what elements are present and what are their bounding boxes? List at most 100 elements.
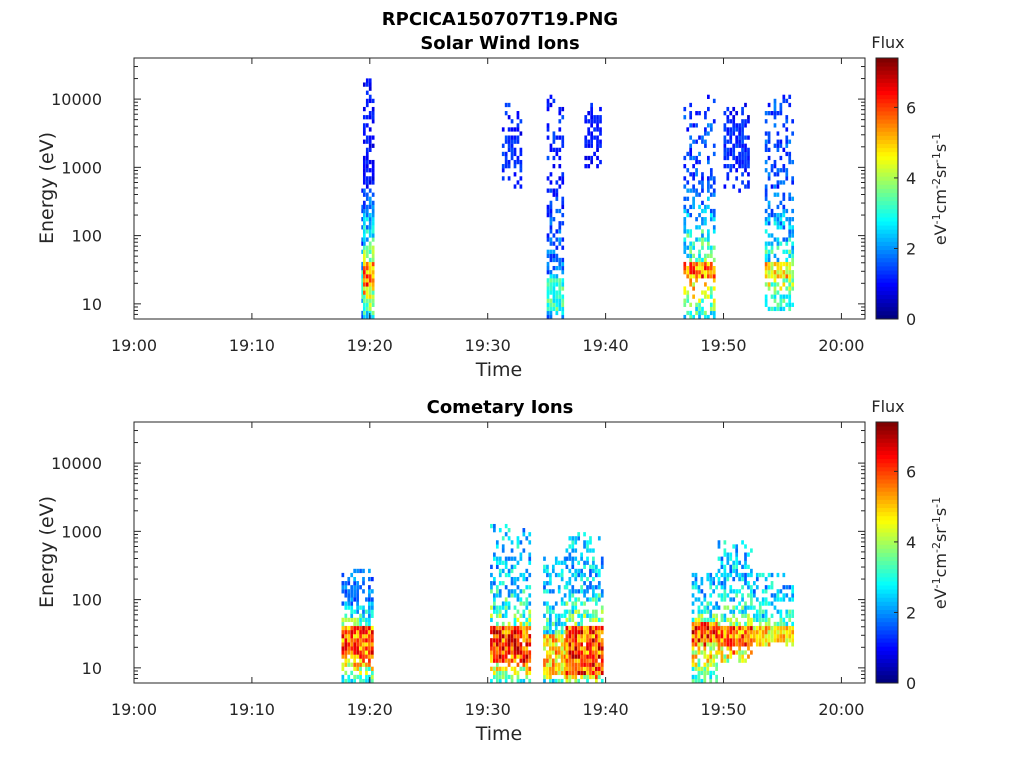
heat-cell	[595, 597, 598, 602]
heat-cell	[698, 159, 701, 165]
heat-cell	[361, 310, 365, 316]
heat-cell	[738, 638, 741, 643]
heat-cell	[365, 155, 369, 161]
heat-cell	[368, 143, 372, 148]
heat-cell	[528, 613, 532, 618]
heat-cell	[552, 192, 556, 197]
heat-cell	[695, 188, 698, 193]
heat-cell	[501, 164, 505, 169]
heat-cell	[683, 204, 687, 210]
heat-cell	[741, 564, 744, 570]
heat-cell	[371, 274, 375, 279]
heat-cell	[595, 564, 598, 570]
heat-cell	[365, 270, 369, 275]
heat-cell	[706, 629, 710, 635]
heat-cell	[712, 270, 716, 275]
heat-cell	[554, 556, 558, 561]
heat-cell	[723, 629, 727, 635]
heat-cell	[586, 548, 589, 553]
heat-cell	[697, 629, 701, 635]
heat-cell	[773, 164, 777, 169]
heat-cell	[788, 237, 792, 242]
heat-cell	[361, 270, 365, 275]
heat-cell	[729, 168, 733, 173]
heat-cell	[490, 625, 493, 631]
heat-cell	[504, 613, 508, 618]
heat-cell	[750, 548, 753, 553]
heat-cell	[546, 581, 549, 586]
heat-cell	[528, 638, 532, 643]
heat-cell	[571, 589, 575, 594]
heat-cell	[773, 217, 777, 222]
heat-cell	[773, 634, 777, 639]
heat-cell	[543, 613, 546, 618]
heat-cell	[583, 670, 586, 676]
heat-cell	[516, 155, 520, 161]
heat-cell	[764, 265, 768, 271]
heat-cell	[767, 200, 771, 206]
heat-cell	[507, 642, 511, 647]
heat-cell	[709, 253, 713, 259]
heat-cell	[776, 192, 780, 197]
heat-cell	[546, 621, 549, 627]
heat-cell	[592, 638, 595, 643]
heat-cell	[704, 270, 707, 275]
heat-cell	[528, 617, 532, 623]
heat-cell	[498, 654, 502, 659]
heat-cell	[504, 135, 508, 140]
heat-cell	[732, 638, 736, 643]
heat-cell	[773, 192, 777, 197]
heat-cell	[583, 650, 586, 655]
heat-cell	[525, 536, 529, 541]
heat-cell	[371, 229, 375, 234]
heat-cell	[574, 601, 578, 606]
heat-cell	[560, 670, 564, 676]
heat-cell	[493, 650, 496, 655]
heat-cell	[600, 593, 604, 598]
heat-cell	[350, 605, 354, 610]
heat-cell	[744, 601, 747, 606]
colorbar-swatch	[876, 62, 898, 67]
heat-cell	[744, 159, 747, 165]
heat-cell	[583, 581, 586, 586]
heat-cell	[554, 634, 558, 639]
heat-cell	[761, 613, 765, 618]
heat-cell	[362, 294, 366, 299]
heat-cell	[764, 217, 768, 222]
heat-cell	[554, 638, 558, 643]
heat-cell	[779, 106, 783, 112]
heat-cell	[528, 654, 532, 659]
heat-cell	[552, 282, 556, 287]
heat-cell	[785, 241, 789, 246]
heat-cell	[361, 217, 365, 222]
heat-cell	[782, 204, 786, 210]
heat-cell	[589, 536, 592, 541]
heat-cell	[683, 115, 687, 120]
heat-cell	[758, 638, 762, 643]
heat-cell	[510, 581, 514, 586]
colorbar-swatch	[876, 196, 898, 202]
heat-cell	[700, 678, 704, 684]
heat-cell	[368, 613, 371, 618]
colorbar-swatch	[876, 438, 898, 443]
heat-cell	[732, 621, 736, 627]
heat-cell	[560, 650, 564, 655]
heat-cell	[362, 233, 366, 238]
heat-cell	[744, 560, 747, 565]
heat-cell	[752, 613, 756, 618]
heat-cell	[791, 217, 795, 222]
heat-cell	[571, 572, 575, 578]
heat-cell	[785, 98, 789, 104]
heat-cell	[362, 650, 365, 655]
heat-cell	[707, 131, 710, 136]
heat-cell	[365, 674, 368, 680]
heat-cell	[683, 164, 687, 169]
heat-cell	[361, 204, 365, 210]
heat-cell	[700, 576, 704, 582]
heat-cell	[361, 225, 365, 230]
heat-cell	[498, 658, 502, 663]
heat-cell	[703, 678, 707, 684]
heat-cell	[549, 658, 552, 663]
heat-cell	[371, 221, 375, 226]
heat-cell	[353, 646, 357, 651]
